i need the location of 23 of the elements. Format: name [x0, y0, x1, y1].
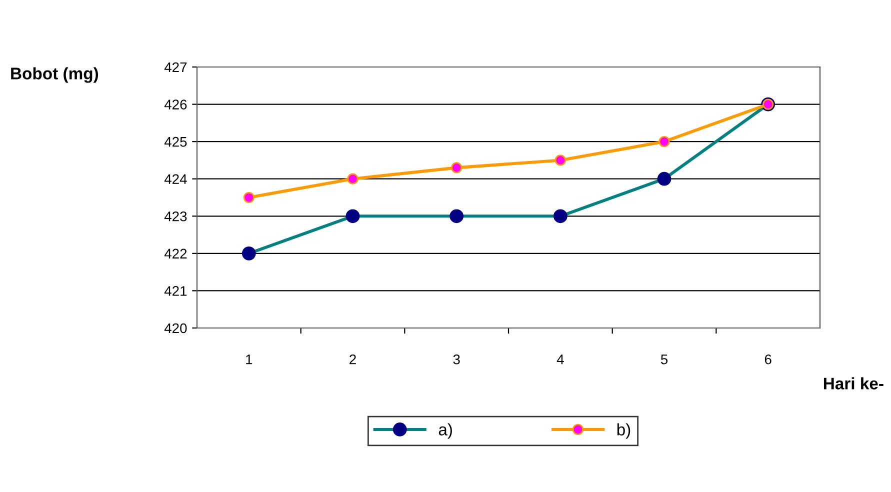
y-tick-label: 424	[164, 174, 187, 184]
x-axis-title: Hari ke-	[824, 377, 884, 390]
point	[243, 192, 254, 204]
y-tick-label: 427	[164, 62, 187, 72]
x-tick-label: 1	[246, 354, 252, 364]
legend-label: b)	[617, 423, 630, 439]
y-axis-title: Bobot (mg)	[11, 67, 98, 83]
y-tick-label: 421	[164, 286, 187, 296]
x-tick-label: 6	[764, 354, 772, 364]
y-tick-label: 420	[164, 323, 187, 334]
x-tick-label: 3	[453, 354, 460, 364]
legend-label: a)	[438, 423, 452, 439]
y-tick-label: 423	[164, 211, 187, 222]
y-tick-label: 426	[164, 100, 187, 110]
x-tick-label: 4	[556, 354, 564, 364]
point	[347, 173, 358, 184]
x-tick-label: 2	[350, 354, 356, 364]
y-tick-label: 422	[164, 248, 187, 258]
point	[451, 162, 462, 174]
x-tick-label: 5	[660, 354, 668, 364]
point	[554, 154, 566, 166]
y-tick-label: 425	[164, 136, 187, 147]
point	[658, 136, 670, 148]
